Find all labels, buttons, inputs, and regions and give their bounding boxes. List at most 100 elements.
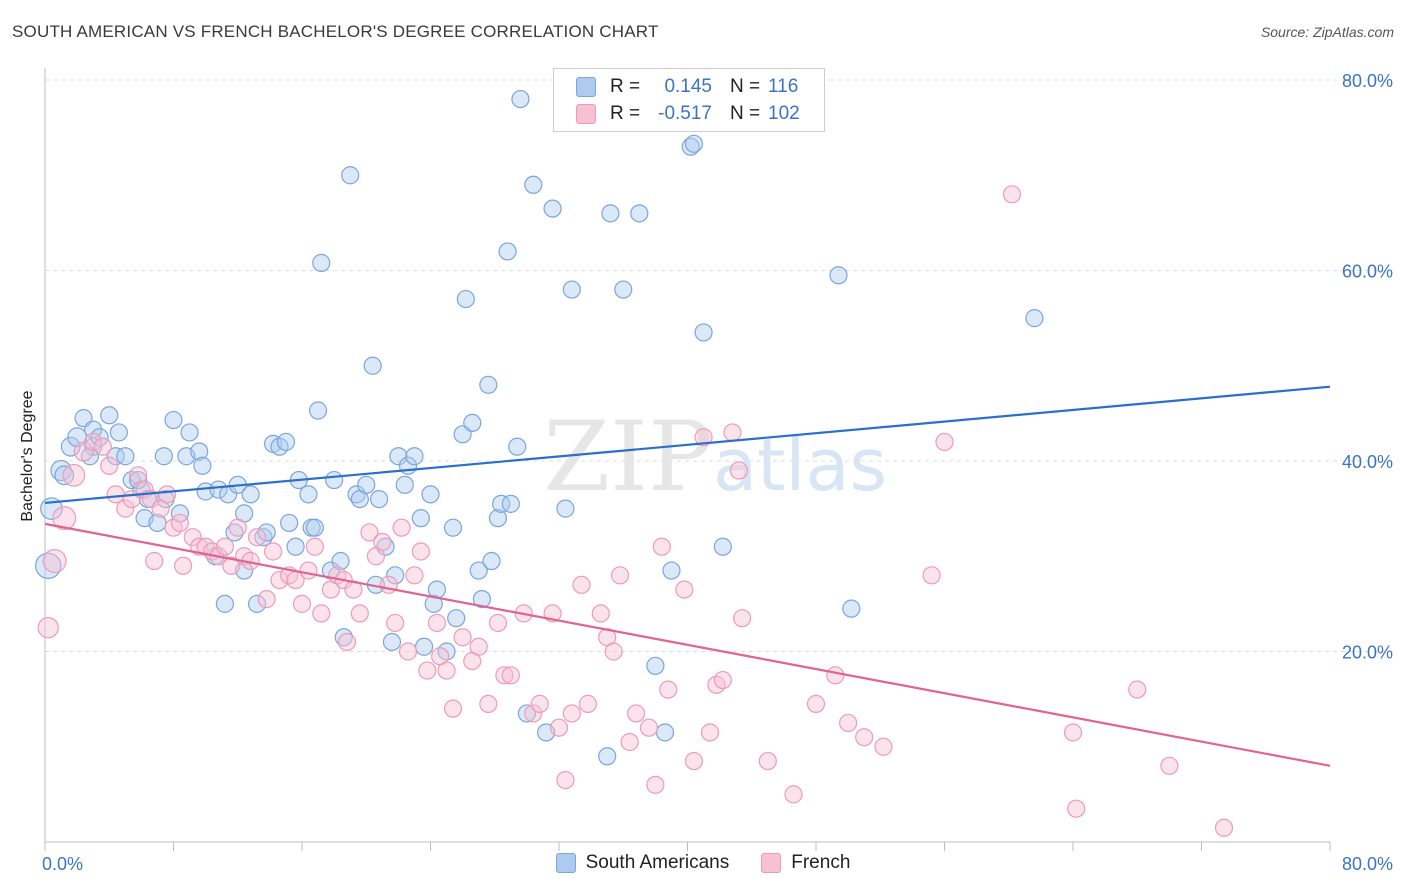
legend-swatch-blue — [555, 853, 576, 873]
data-point — [411, 509, 430, 528]
data-point — [373, 532, 392, 552]
data-point — [405, 447, 424, 466]
data-point — [100, 456, 119, 475]
legend-item-french[interactable]: French — [761, 852, 850, 874]
data-point — [427, 613, 447, 633]
data-point — [37, 617, 59, 639]
data-point — [681, 137, 700, 156]
data-point — [498, 242, 517, 261]
data-point — [106, 485, 125, 504]
data-point — [241, 485, 260, 504]
y-axis-label: Bachelor's Degree — [19, 390, 36, 522]
data-point — [501, 666, 520, 685]
data-point — [100, 406, 119, 425]
data-point — [350, 604, 369, 623]
data-point — [145, 551, 164, 571]
data-point — [325, 470, 344, 490]
data-point — [341, 166, 360, 185]
data-point — [1128, 680, 1147, 699]
data-point — [209, 480, 228, 499]
legend-n-value: 102 — [768, 103, 800, 124]
data-point — [479, 694, 498, 713]
data-point — [501, 494, 520, 513]
data-point — [874, 737, 893, 756]
data-point — [488, 509, 508, 528]
legend-swatch-pink — [576, 104, 596, 124]
data-point — [495, 666, 514, 685]
legend-item-south-americans[interactable]: South Americans — [555, 852, 730, 874]
data-point — [312, 253, 331, 272]
data-point — [806, 694, 826, 713]
axes — [44, 68, 1331, 851]
legend-r-value: 0.145 — [664, 76, 712, 97]
data-point — [337, 632, 357, 652]
data-point — [292, 594, 312, 613]
watermark-zip: ZIP — [543, 401, 712, 513]
data-point — [453, 628, 472, 647]
legend-label: French — [791, 852, 851, 873]
data-point — [1214, 818, 1234, 837]
data-point — [684, 134, 704, 153]
legend-label: South Americans — [585, 852, 730, 873]
data-point — [482, 551, 501, 571]
data-point — [524, 704, 543, 723]
data-point — [675, 580, 694, 599]
data-point — [247, 528, 267, 547]
data-point — [646, 775, 665, 794]
data-point — [839, 713, 858, 733]
data-point — [463, 413, 482, 432]
data-point — [1067, 799, 1086, 818]
data-point — [620, 732, 639, 752]
data-point — [228, 518, 247, 537]
data-point — [270, 570, 289, 590]
data-point — [257, 523, 276, 542]
data-point — [382, 632, 402, 652]
data-point — [713, 537, 732, 556]
data-point — [84, 420, 103, 439]
data-point — [610, 566, 630, 585]
data-point — [922, 566, 941, 585]
data-point — [733, 609, 752, 628]
data-point — [614, 280, 633, 299]
data-point — [829, 266, 848, 285]
data-point — [370, 490, 389, 509]
data-point — [530, 694, 549, 713]
x-tick-label: 0.0% — [42, 854, 83, 874]
data-point — [1063, 723, 1083, 742]
data-point — [93, 437, 112, 456]
data-point — [655, 723, 675, 742]
tick-labels: 20.0% 40.0% 60.0% 80.0% 0.0% 80.0% — [42, 71, 1393, 874]
data-point — [508, 437, 527, 456]
data-point — [694, 428, 713, 447]
legend-r-label: R = — [610, 103, 641, 124]
data-point — [386, 613, 405, 633]
data-point — [543, 199, 562, 218]
data-point — [652, 537, 671, 556]
data-point — [855, 728, 874, 747]
data-point — [556, 499, 575, 518]
legend-swatch-blue — [576, 77, 596, 97]
data-point — [443, 518, 463, 537]
data-point — [469, 637, 488, 656]
data-point — [1025, 309, 1044, 328]
data-point — [116, 447, 135, 466]
data-point — [286, 537, 305, 556]
data-point — [129, 470, 148, 490]
data-point — [193, 456, 212, 475]
data-point — [62, 463, 86, 487]
legend-row-french: R = -0.517 N = 102 — [576, 102, 800, 126]
data-point — [524, 175, 543, 194]
series-french — [37, 185, 1234, 837]
data-point — [73, 441, 94, 462]
data-point — [591, 604, 610, 623]
data-point — [662, 561, 681, 580]
data-point — [472, 590, 491, 609]
data-point — [659, 680, 678, 699]
legend-n-value: 116 — [768, 76, 799, 97]
data-point — [222, 556, 241, 575]
data-point — [842, 599, 861, 618]
data-point — [106, 447, 125, 466]
legend-n-label: N = — [730, 103, 761, 124]
trend-line — [44, 385, 1331, 505]
data-point — [392, 518, 411, 537]
